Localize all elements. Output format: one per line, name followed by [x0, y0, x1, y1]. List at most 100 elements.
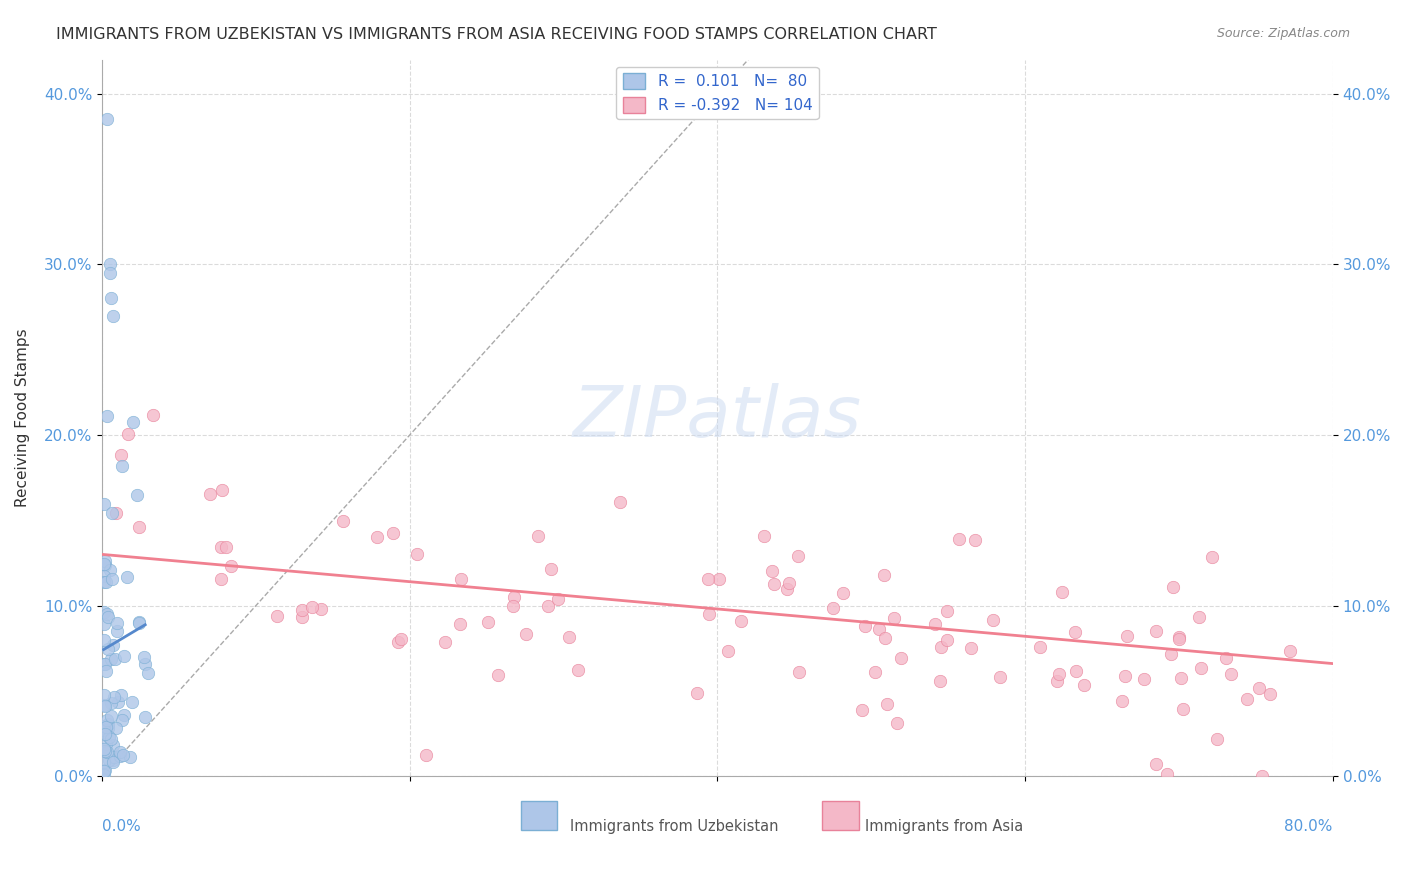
Point [93, 617, 115, 632]
Point [1170, 671, 1192, 685]
Point [214, 540, 236, 554]
Point [291, 609, 314, 624]
Point [105, 721, 128, 735]
Point [104, 652, 127, 666]
Point [981, 613, 1004, 627]
Point [103, 690, 125, 705]
Point [935, 604, 957, 618]
Point [209, 572, 232, 586]
Point [121, 695, 143, 709]
Point [117, 426, 139, 441]
Point [93, 554, 115, 568]
Point [105, 624, 128, 638]
Point [450, 572, 472, 586]
Point [853, 619, 876, 633]
Point [112, 707, 135, 722]
Point [98, 563, 121, 577]
Point [332, 514, 354, 528]
Point [93, 605, 115, 619]
Point [128, 616, 150, 631]
Point [93, 698, 115, 712]
Point [105, 615, 128, 630]
Point [433, 635, 456, 649]
Point [103, 750, 125, 764]
Point [762, 577, 785, 591]
Point [832, 586, 855, 600]
Point [96, 607, 118, 621]
Point [929, 640, 952, 654]
Point [776, 582, 799, 597]
FancyBboxPatch shape [823, 801, 859, 830]
Point [527, 529, 550, 543]
Point [503, 590, 526, 604]
Point [103, 753, 125, 767]
Point [1114, 669, 1136, 683]
Point [366, 530, 388, 544]
Point [381, 526, 404, 541]
Point [502, 599, 524, 613]
Point [761, 565, 783, 579]
Point [1236, 691, 1258, 706]
Point [883, 611, 905, 625]
Point [266, 608, 288, 623]
Point [924, 617, 946, 632]
Point [93, 763, 115, 777]
Point [94, 657, 117, 672]
Point [93, 633, 115, 648]
Point [886, 716, 908, 731]
Point [778, 576, 800, 591]
Point [868, 622, 890, 636]
Y-axis label: Receiving Food Stamps: Receiving Food Stamps [15, 328, 30, 508]
Point [93, 744, 115, 758]
Point [873, 632, 896, 646]
Point [290, 602, 312, 616]
Point [686, 685, 709, 699]
Point [389, 632, 412, 647]
Point [988, 670, 1011, 684]
Legend: R =  0.101   N=  80, R = -0.392   N= 104: R = 0.101 N= 80, R = -0.392 N= 104 [616, 67, 818, 119]
Point [717, 644, 740, 658]
Point [97, 721, 120, 735]
Point [96, 575, 118, 590]
Point [609, 494, 631, 508]
Point [1156, 767, 1178, 781]
Point [122, 416, 145, 430]
Point [415, 748, 437, 763]
Point [211, 483, 233, 497]
Point [94, 720, 117, 734]
Point [100, 732, 122, 747]
Point [928, 673, 950, 688]
Point [101, 506, 124, 520]
Point [1050, 585, 1073, 599]
Text: 0.0%: 0.0% [103, 819, 141, 834]
Point [1258, 687, 1281, 701]
Point [567, 663, 589, 677]
Point [786, 549, 808, 564]
Point [1251, 769, 1274, 783]
Point [128, 615, 150, 630]
Point [387, 634, 409, 648]
Point [94, 558, 117, 572]
Text: ZIPatlas: ZIPatlas [572, 384, 862, 452]
Point [1160, 647, 1182, 661]
Point [1205, 731, 1227, 746]
Point [486, 668, 509, 682]
Point [198, 487, 221, 501]
Point [111, 458, 134, 473]
Point [97, 717, 120, 731]
Point [1279, 644, 1302, 658]
Point [100, 292, 122, 306]
Text: IMMIGRANTS FROM UZBEKISTAN VS IMMIGRANTS FROM ASIA RECEIVING FOOD STAMPS CORRELA: IMMIGRANTS FROM UZBEKISTAN VS IMMIGRANTS… [56, 27, 938, 42]
Point [96, 726, 118, 740]
Point [103, 738, 125, 752]
FancyBboxPatch shape [520, 801, 557, 830]
Point [96, 713, 118, 727]
Point [1028, 640, 1050, 654]
Point [406, 547, 429, 561]
Point [93, 497, 115, 511]
Point [301, 600, 323, 615]
Point [1163, 580, 1185, 594]
Point [100, 709, 122, 723]
Point [100, 573, 122, 587]
Point [94, 665, 117, 679]
